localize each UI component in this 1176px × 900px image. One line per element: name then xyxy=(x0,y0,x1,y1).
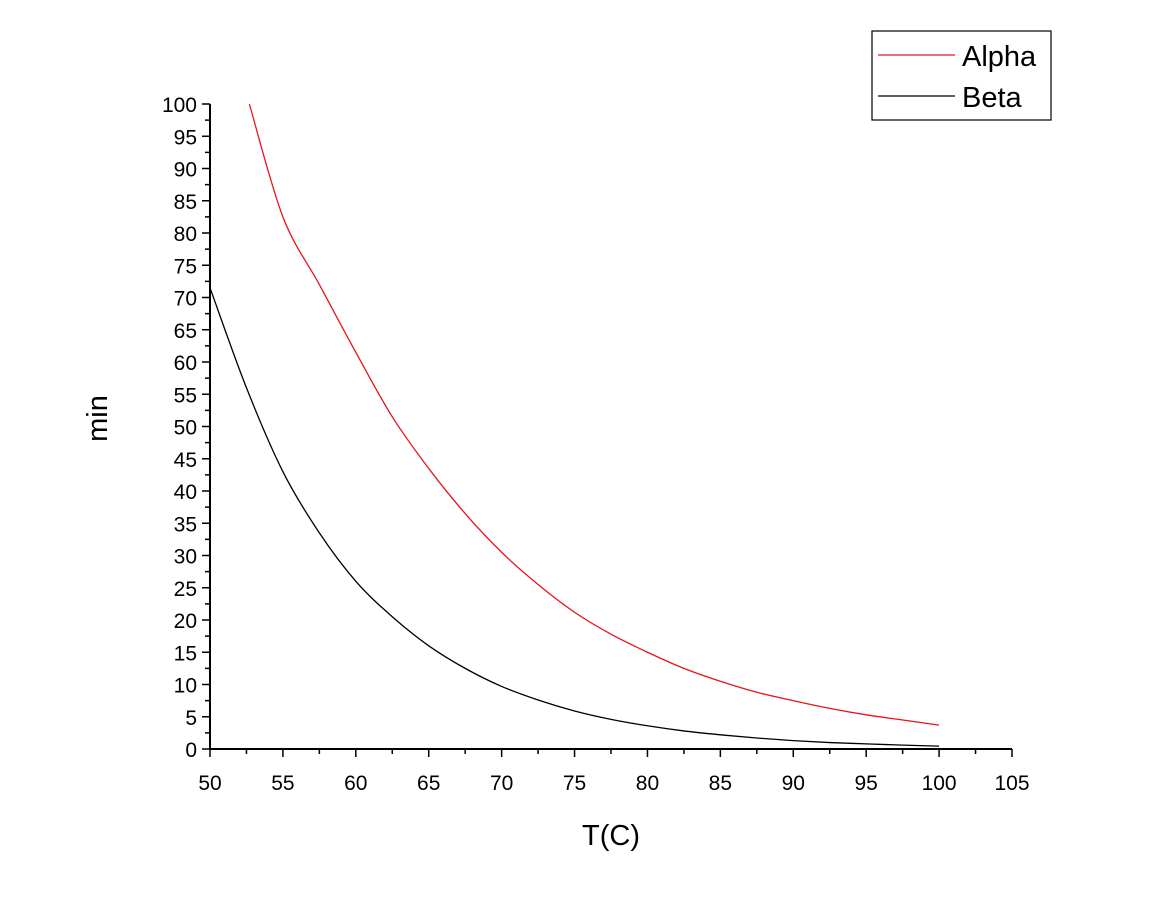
y-tick-label: 100 xyxy=(162,94,197,117)
y-tick-label: 40 xyxy=(174,481,197,504)
x-tick-label: 50 xyxy=(198,772,221,795)
y-tick-label: 0 xyxy=(185,739,197,762)
x-axis-title: T(C) xyxy=(582,820,640,852)
legend-box xyxy=(871,30,1052,121)
legend-label-beta: Beta xyxy=(962,82,1023,114)
plot-lines xyxy=(209,103,940,747)
y-axis-ticks: 0 5 10 15 20 25 30 35 40 45 50 55 60 65 70 75 80 85 90 95 10… xyxy=(162,94,210,762)
y-tick-label: 85 xyxy=(174,191,197,214)
y-tick-label: 50 xyxy=(174,417,197,440)
x-tick-label: 60 xyxy=(344,772,367,795)
y-tick-label: 80 xyxy=(174,223,197,246)
y-tick-label: 60 xyxy=(174,352,197,375)
x-tick-label: 105 xyxy=(994,772,1029,795)
x-tick-label: 85 xyxy=(709,772,732,795)
y-tick-label: 25 xyxy=(174,578,197,601)
y-axis-title: min xyxy=(82,395,114,442)
x-tick-label: 65 xyxy=(417,772,440,795)
y-tick-label: 30 xyxy=(174,546,197,569)
y-tick-label: 5 xyxy=(185,707,197,730)
x-tick-label: 55 xyxy=(271,772,294,795)
y-tick-label: 95 xyxy=(174,126,197,149)
legend: Alpha Beta xyxy=(871,30,1052,121)
y-tick-label: 45 xyxy=(174,449,197,472)
x-tick-label: 95 xyxy=(855,772,878,795)
y-tick-label: 75 xyxy=(174,255,197,278)
x-tick-label: 70 xyxy=(490,772,513,795)
axes xyxy=(209,104,1012,750)
x-tick-label: 100 xyxy=(922,772,957,795)
x-tick-label: 90 xyxy=(782,772,805,795)
x-axis-ticks: 50 55 60 65 70 75 80 85 90 95 100 105 xyxy=(198,749,1030,795)
legend-label-alpha: Alpha xyxy=(962,41,1037,73)
y-tick-label: 35 xyxy=(174,513,197,536)
y-tick-label: 90 xyxy=(174,159,197,182)
y-tick-label: 55 xyxy=(174,384,197,407)
y-tick-label: 10 xyxy=(174,675,197,698)
series-line-beta xyxy=(209,287,940,747)
y-tick-label: 70 xyxy=(174,288,197,311)
series-line-alpha xyxy=(248,103,940,726)
x-tick-label: 80 xyxy=(636,772,659,795)
y-tick-label: 20 xyxy=(174,610,197,633)
y-tick-label: 65 xyxy=(174,320,197,343)
y-tick-label: 15 xyxy=(174,642,197,665)
x-tick-label: 75 xyxy=(563,772,586,795)
